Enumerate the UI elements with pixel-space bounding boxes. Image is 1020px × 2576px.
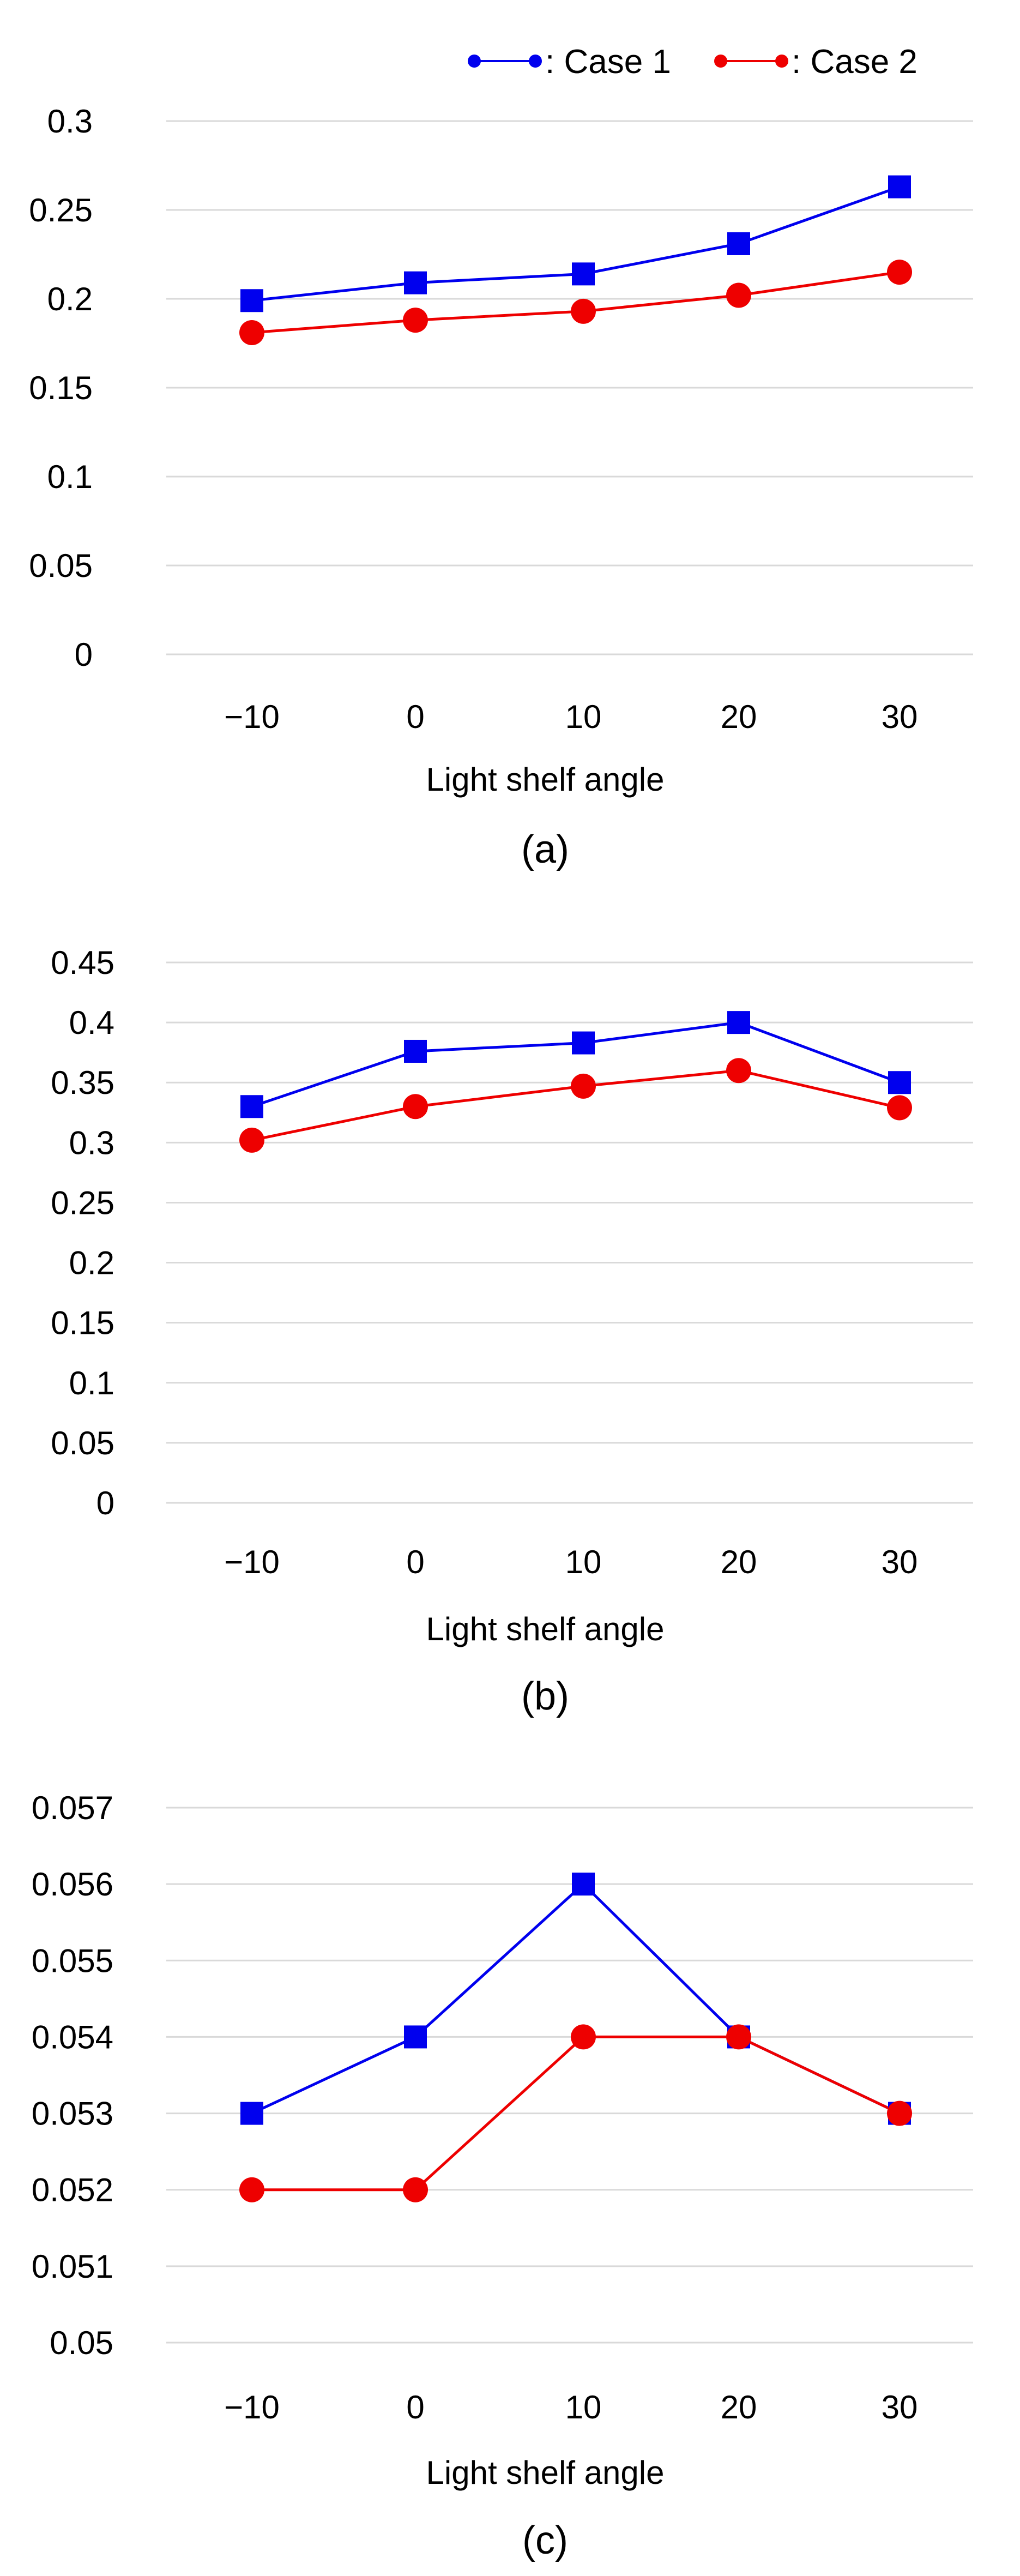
charts: 0 0.05 0.1 0.15 0.2 0.25 0.3 −10 0 10 20 30 Light sh… [29, 103, 973, 2562]
series-1-point [404, 271, 427, 294]
series-1-point [888, 1071, 911, 1094]
legend-item-case-2: : Case 2 [714, 43, 918, 81]
series-2-point [403, 1094, 428, 1120]
x-tick-label: 0 [406, 1544, 424, 1580]
series-1-point [572, 262, 595, 286]
y-tick-label: 0.054 [32, 2019, 113, 2055]
y-tick-label: 0.057 [32, 1790, 113, 1826]
x-tick-label: 20 [721, 1544, 757, 1580]
y-tick-label: 0.25 [29, 192, 93, 228]
series-2-point [571, 2024, 596, 2050]
series-2-point [571, 1073, 596, 1099]
y-tick-label: 0.15 [29, 370, 93, 406]
x-tick-label: 20 [721, 2389, 757, 2425]
chart-caption: (b) [521, 1675, 569, 1718]
series-2-point [887, 2100, 912, 2126]
x-tick-label: −10 [224, 2389, 280, 2425]
series-1-point [888, 175, 911, 198]
x-tick-label: 30 [882, 699, 918, 735]
y-tick-label: 0.35 [51, 1064, 114, 1101]
x-tick-label: 10 [565, 699, 602, 735]
chart-caption: (a) [521, 828, 569, 871]
chart-caption: (c) [522, 2519, 568, 2562]
legend-label-case-2: : Case 2 [792, 43, 918, 81]
y-tick-label: 0.45 [51, 944, 114, 981]
series-2-point [239, 320, 264, 345]
y-tick-label: 0.055 [32, 1942, 113, 1979]
series-1-point [240, 1095, 263, 1118]
legend-marker-case-2-right [775, 55, 788, 68]
legend-marker-case-2-left [714, 55, 727, 68]
series-1-point [404, 2025, 427, 2049]
y-tick-label: 0.053 [32, 2096, 113, 2132]
series-2-point [403, 308, 428, 333]
x-tick-label: −10 [224, 699, 280, 735]
y-tick-label: 0 [96, 1485, 114, 1521]
y-tick-label: 0.1 [69, 1365, 114, 1401]
series-2-point [726, 2024, 751, 2050]
y-tick-label: 0.05 [29, 547, 93, 584]
legend-marker-case-1-left [468, 55, 481, 68]
y-tick-label: 0.3 [69, 1124, 114, 1161]
x-tick-label: 20 [721, 699, 757, 735]
x-tick-label: 10 [565, 2389, 602, 2425]
legend-item-case-1: : Case 1 [468, 43, 671, 81]
legend-label-case-1: : Case 1 [545, 43, 671, 81]
x-tick-label: 0 [406, 699, 424, 735]
y-tick-label: 0.1 [47, 459, 93, 495]
series-2-point [239, 2177, 264, 2202]
y-tick-label: 0.25 [51, 1184, 114, 1221]
x-axis-title: Light shelf angle [426, 761, 665, 798]
series-1-point [404, 1039, 427, 1063]
y-tick-label: 0.052 [32, 2172, 113, 2208]
series-1-point [240, 289, 263, 312]
legend-marker-case-1-right [529, 55, 542, 68]
series-2-point [571, 298, 596, 324]
x-axis-title: Light shelf angle [426, 2454, 665, 2491]
x-tick-label: 0 [406, 2389, 424, 2425]
x-axis-title: Light shelf angle [426, 1611, 665, 1647]
x-tick-label: −10 [224, 1544, 280, 1580]
series-1-point [727, 1011, 750, 1034]
series-1-point [240, 2102, 263, 2125]
y-tick-label: 0.051 [32, 2248, 113, 2285]
y-tick-label: 0.05 [51, 1425, 114, 1461]
chart-2: 0 0.05 0.1 0.15 0.2 0.25 0.3 0.35 0.4 0.45 −10 0 10 2… [51, 944, 973, 1718]
y-tick-label: 0.056 [32, 1866, 113, 1903]
chart-3: 0.05 0.051 0.052 0.053 0.054 0.055 0.056 0.057 −… [32, 1790, 973, 2562]
x-tick-label: 10 [565, 1544, 602, 1580]
series-2-point [726, 282, 751, 308]
chart-1: 0 0.05 0.1 0.15 0.2 0.25 0.3 −10 0 10 20 30 Light sh… [29, 103, 973, 871]
series-2-point [887, 260, 912, 285]
y-tick-label: 0.15 [51, 1305, 114, 1341]
series-2-point [403, 2177, 428, 2202]
y-tick-label: 0.2 [47, 281, 93, 317]
series-2-point [726, 1058, 751, 1084]
series-2-point [239, 1127, 264, 1153]
series-2-point [887, 1095, 912, 1121]
x-tick-label: 30 [882, 1544, 918, 1580]
series-1-point [572, 1031, 595, 1055]
series-1-point [572, 1873, 595, 1896]
y-tick-label: 0 [75, 636, 93, 673]
x-tick-label: 30 [882, 2389, 918, 2425]
series-1-point [727, 232, 750, 255]
y-tick-label: 0.2 [69, 1245, 114, 1281]
y-tick-label: 0.4 [69, 1004, 114, 1041]
legend: : Case 1 : Case 2 [468, 43, 918, 81]
y-tick-label: 0.3 [47, 103, 93, 140]
y-tick-label: 0.05 [50, 2325, 113, 2361]
series-line-1 [251, 1882, 901, 2115]
